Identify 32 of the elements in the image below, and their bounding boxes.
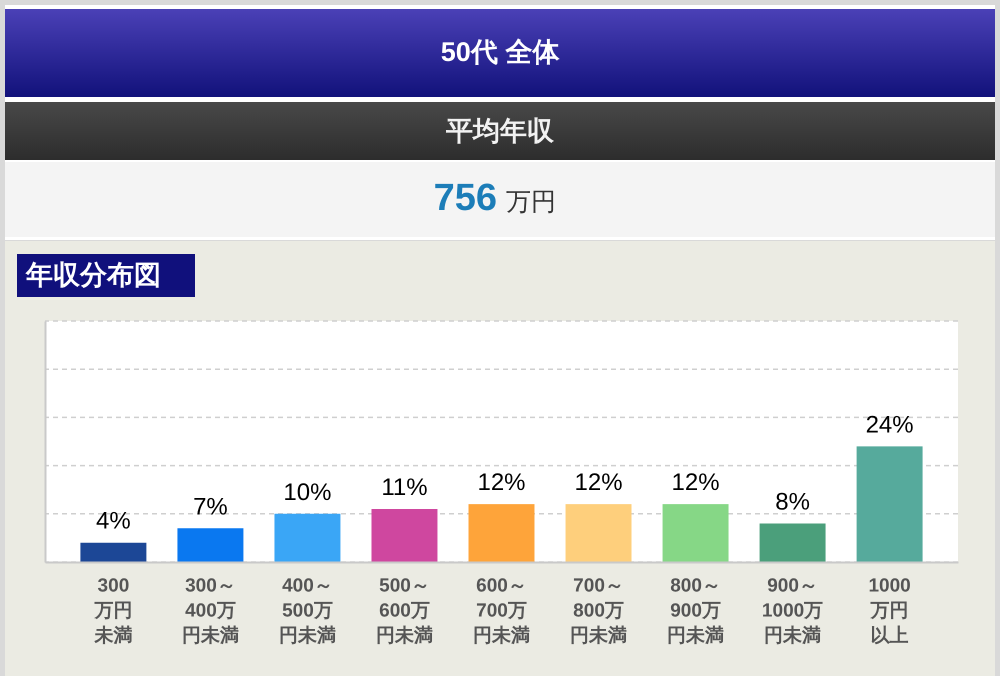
text: 年収分布図 <box>25 260 161 290</box>
data-label: 12% <box>672 469 720 496</box>
data-label: 7% <box>193 493 228 520</box>
bar <box>856 446 923 562</box>
data-label: 11% <box>381 474 428 501</box>
x-tick-label: 400～500万円未満 <box>278 576 336 646</box>
bar <box>274 514 340 562</box>
x-tick-label: 300～400万円未満 <box>182 576 239 646</box>
x-tick-label: 1000万円以上 <box>868 576 911 646</box>
bar <box>371 508 438 562</box>
chart-title: 50代 全体 <box>440 37 560 67</box>
data-label: 24% <box>866 411 914 438</box>
data-label: 4% <box>96 508 131 535</box>
chart-subtitle: 平均年収 <box>445 116 555 146</box>
bar <box>468 504 534 562</box>
bar <box>662 504 729 562</box>
x-tick-label: 700～800万円未満 <box>570 576 628 646</box>
bar <box>760 523 826 562</box>
data-label: 10% <box>283 478 332 506</box>
text: 756 <box>434 177 497 219</box>
bar <box>566 504 632 562</box>
text: 万円 <box>506 188 556 216</box>
data-label: 8% <box>775 488 810 516</box>
x-tick-label: 300万円未満 <box>93 576 132 646</box>
x-tick-label: 600～700万円未満 <box>473 576 530 646</box>
bar <box>177 528 244 562</box>
bar <box>80 542 146 562</box>
x-tick-label: 500～600万円未満 <box>376 576 433 646</box>
data-label: 12% <box>477 469 526 496</box>
data-label: 12% <box>574 469 623 496</box>
x-tick-label: 800～900万円未満 <box>667 576 724 646</box>
x-tick-label: 900～1000万円未満 <box>762 576 824 646</box>
